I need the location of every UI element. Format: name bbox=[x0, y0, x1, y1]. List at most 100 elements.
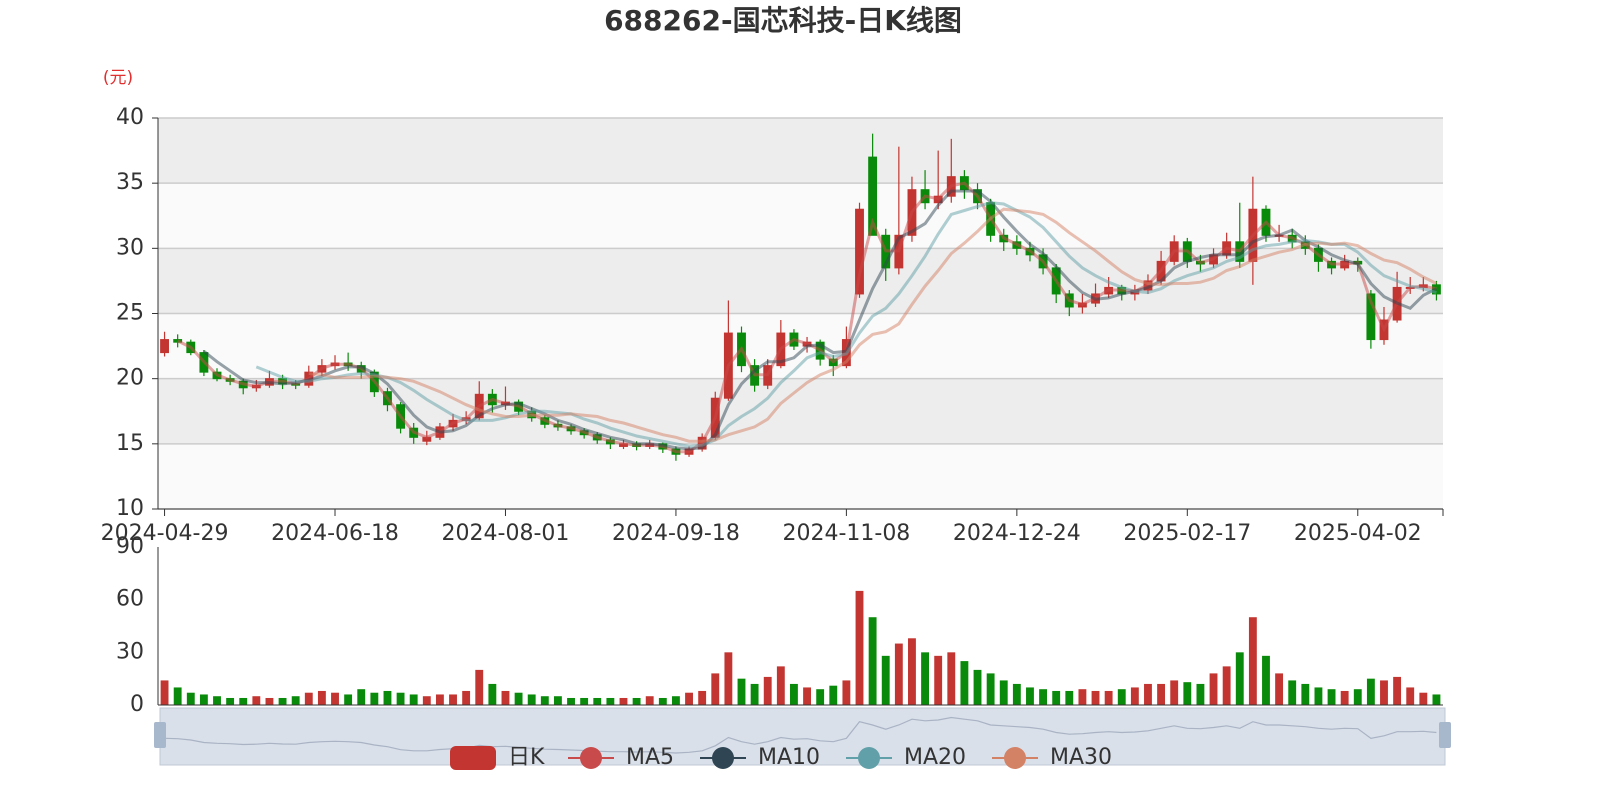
volume-bar bbox=[1117, 689, 1126, 705]
volume-bar bbox=[934, 655, 943, 705]
volume-bar bbox=[396, 692, 405, 705]
volume-bar bbox=[173, 687, 182, 705]
volume-bar bbox=[1130, 687, 1139, 705]
x-tick-label: 2024-04-29 bbox=[101, 521, 229, 546]
y-tick-label: 10 bbox=[116, 496, 144, 521]
y-tick-label: 25 bbox=[116, 301, 144, 326]
volume-bar bbox=[527, 694, 536, 705]
volume-bar bbox=[672, 696, 680, 705]
volume-bar bbox=[304, 692, 313, 705]
volume-bar bbox=[645, 696, 654, 705]
volume-bar bbox=[868, 617, 877, 705]
volume-bar bbox=[252, 696, 261, 705]
volume-bar bbox=[1052, 690, 1061, 705]
ma-line bbox=[177, 181, 1437, 454]
volume-bar bbox=[1104, 690, 1113, 705]
legend-label: MA20 bbox=[904, 745, 966, 770]
x-tick-label: 2025-02-17 bbox=[1123, 521, 1251, 546]
volume-bar bbox=[383, 690, 392, 705]
volume-bar bbox=[265, 697, 274, 705]
volume-bar bbox=[908, 638, 916, 705]
volume-bar bbox=[619, 697, 628, 705]
volume-bar bbox=[1353, 689, 1362, 705]
volume-bar bbox=[1144, 683, 1152, 705]
volume-bar bbox=[921, 652, 929, 705]
volume-bar bbox=[763, 676, 772, 705]
volume-bar bbox=[1248, 617, 1257, 705]
zoom-handle[interactable] bbox=[1439, 722, 1451, 748]
volume-bar bbox=[737, 678, 746, 705]
volume-bar bbox=[409, 694, 418, 705]
x-tick-label: 2024-08-01 bbox=[442, 521, 570, 546]
legend-icon bbox=[858, 747, 880, 769]
legend-icon bbox=[450, 746, 496, 770]
y-tick-label: 35 bbox=[116, 170, 144, 195]
unit-label: (元) bbox=[103, 68, 133, 88]
volume-bar bbox=[291, 696, 300, 705]
volume-bar bbox=[881, 655, 890, 705]
candle-body bbox=[868, 156, 878, 236]
volume-bar bbox=[199, 694, 208, 705]
candle-body bbox=[160, 339, 169, 354]
volume-bar bbox=[1026, 687, 1034, 705]
volume-bar bbox=[1183, 682, 1192, 705]
volume-bar bbox=[1275, 673, 1284, 705]
volume-bar bbox=[593, 697, 602, 705]
volume-bar bbox=[711, 673, 720, 705]
volume-tick-label: 30 bbox=[116, 639, 144, 664]
volume-bar bbox=[501, 690, 510, 705]
candle-body bbox=[855, 208, 864, 295]
volume-bar bbox=[855, 590, 864, 705]
volume-bar bbox=[1393, 676, 1402, 705]
ma-line bbox=[202, 189, 1438, 451]
volume-bar bbox=[1065, 690, 1074, 705]
y-tick-label: 40 bbox=[116, 105, 144, 130]
legend-icon bbox=[580, 747, 602, 769]
volume-bar bbox=[1340, 690, 1349, 705]
legend-label: MA10 bbox=[758, 745, 820, 770]
volume-tick-label: 0 bbox=[130, 692, 144, 717]
volume-bar bbox=[1288, 680, 1297, 705]
split-area bbox=[158, 118, 1443, 184]
volume-bar bbox=[449, 694, 457, 705]
zoom-handle[interactable] bbox=[154, 722, 166, 748]
ma-line bbox=[255, 201, 1437, 448]
volume-bar bbox=[462, 690, 471, 705]
x-tick-label: 2024-09-18 bbox=[612, 521, 740, 546]
volume-bar bbox=[842, 680, 851, 705]
volume-bar bbox=[999, 680, 1008, 705]
legend: 日K MA5 MA10 MA20 MA30 bbox=[450, 745, 1112, 770]
volume-bar bbox=[488, 683, 497, 705]
volume-bar bbox=[1432, 694, 1441, 705]
zoom-slider bbox=[159, 707, 1446, 766]
volume-bar bbox=[698, 690, 707, 705]
volume-bar bbox=[553, 696, 562, 705]
candle-body bbox=[1366, 293, 1376, 341]
volume-bar bbox=[567, 697, 575, 705]
legend-label: 日K bbox=[508, 745, 545, 770]
volume-bar bbox=[1366, 678, 1375, 705]
volume-bar bbox=[1380, 680, 1388, 705]
volume-bar bbox=[632, 697, 641, 705]
legend-icon bbox=[1004, 747, 1026, 769]
volume-tick-label: 90 bbox=[116, 534, 144, 559]
volume-bar bbox=[475, 669, 484, 705]
volume-bar bbox=[986, 673, 995, 705]
volume-bar bbox=[357, 689, 366, 705]
split-area bbox=[158, 183, 1443, 249]
volume-bar bbox=[435, 694, 444, 705]
volume-bar bbox=[1012, 683, 1021, 705]
legend-label: MA5 bbox=[626, 745, 674, 770]
volume-bar bbox=[186, 692, 195, 705]
volume-bar bbox=[344, 694, 353, 705]
x-tick-label: 2024-12-24 bbox=[953, 521, 1081, 546]
volume-bar bbox=[1157, 683, 1166, 705]
volume-bar bbox=[1406, 687, 1415, 705]
volume-bar bbox=[1301, 683, 1310, 705]
volume-bar bbox=[685, 692, 693, 705]
volume-bar bbox=[829, 685, 838, 705]
volume-bar bbox=[1222, 666, 1231, 705]
volume-bar bbox=[317, 690, 326, 705]
volume-bar bbox=[422, 696, 431, 705]
volume-tick-label: 60 bbox=[116, 587, 144, 612]
